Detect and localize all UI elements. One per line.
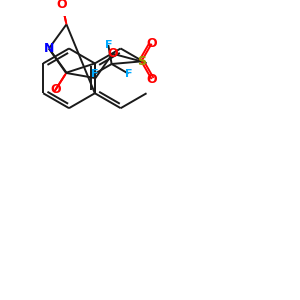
Text: O: O	[57, 0, 68, 11]
Text: O: O	[146, 37, 157, 50]
Text: F: F	[104, 40, 112, 50]
Text: O: O	[146, 73, 157, 85]
Text: F: F	[91, 69, 99, 79]
Text: S: S	[137, 55, 146, 68]
Text: O: O	[107, 47, 118, 60]
Text: F: F	[124, 69, 132, 79]
Text: N: N	[44, 42, 54, 55]
Text: O: O	[50, 83, 61, 96]
